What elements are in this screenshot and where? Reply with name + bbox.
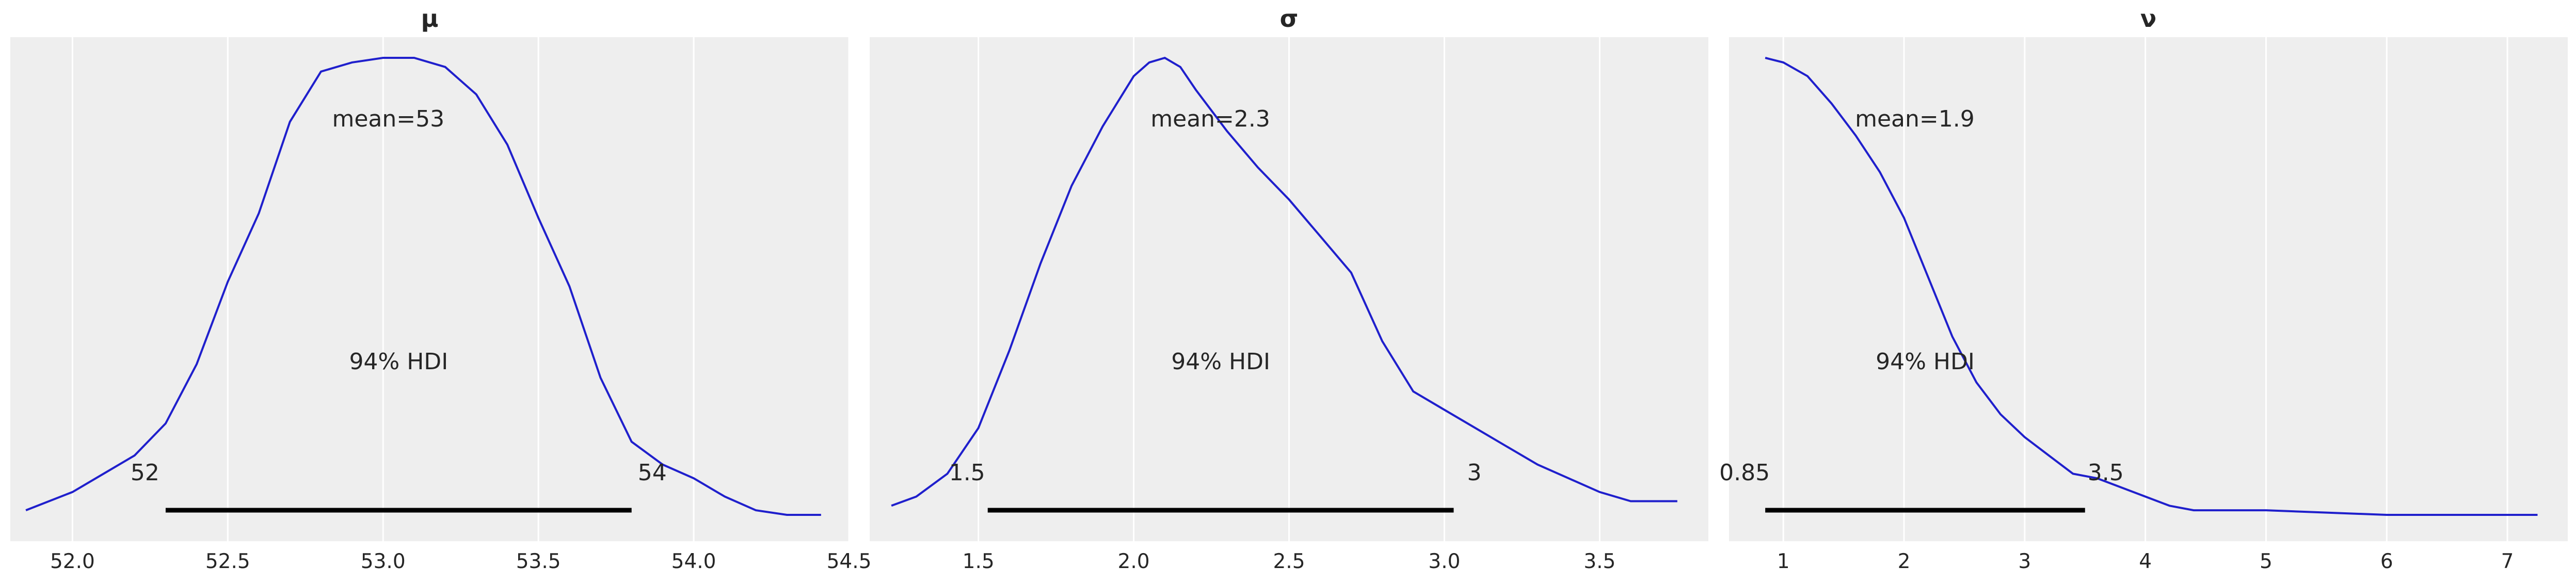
density-curve <box>1765 57 2538 516</box>
plot-background <box>10 37 849 541</box>
x-tick-label: 53.0 <box>361 550 406 573</box>
x-tick-label: 2 <box>1898 550 1911 573</box>
plot-background <box>1729 37 2568 541</box>
density-curve <box>891 56 1677 507</box>
x-tick-label: 3 <box>2018 550 2031 573</box>
x-tick-label: 54.0 <box>671 550 716 573</box>
hdi-low-label: 52 <box>131 460 159 486</box>
hdi-high-label: 3.5 <box>2088 460 2124 486</box>
x-tick-label: 2.5 <box>1273 550 1305 573</box>
hdi-label: 94% HDI <box>1171 349 1270 375</box>
hdi-label: 94% HDI <box>1876 349 1975 375</box>
x-tick-label: 1.5 <box>963 550 995 573</box>
x-tick-label: 3.5 <box>1583 550 1615 573</box>
panel-3: 1 2 3 4 5 6 7 ν mean=1.9 94% HDI 0.85 3.5 <box>1719 5 2568 573</box>
mean-annotation: mean=1.9 <box>1855 106 1975 132</box>
x-tick-label: 52.5 <box>205 550 250 573</box>
mean-annotation: mean=53 <box>332 106 444 132</box>
hdi-low-label: 1.5 <box>949 460 985 486</box>
chart-title: σ <box>1280 5 1299 33</box>
x-tick-label: 6 <box>2380 550 2393 573</box>
hdi-label: 94% HDI <box>349 349 448 375</box>
x-tick-label: 7 <box>2501 550 2514 573</box>
hdi-low-label: 0.85 <box>1719 460 1770 486</box>
x-tick-label: 54.5 <box>827 550 872 573</box>
panel-2: 1.5 2.0 2.5 3.0 3.5 σ mean=2.3 94% HDI 1.5 3 <box>870 5 1708 573</box>
x-tick-label: 3.0 <box>1428 550 1460 573</box>
x-tick-label: 4 <box>2139 550 2152 573</box>
hdi-high-label: 54 <box>638 460 667 486</box>
chart-title: ν <box>2140 5 2156 33</box>
x-tick-label: 1 <box>1777 550 1790 573</box>
x-tick-label: 52.0 <box>50 550 95 573</box>
x-tick-label: 5 <box>2260 550 2273 573</box>
panel-1: 52.0 52.5 53.0 53.5 54.0 54.5 μ mean=53 94% HDI 5… <box>10 5 871 573</box>
hdi-high-label: 3 <box>1467 460 1481 486</box>
density-curve <box>25 57 821 516</box>
x-tick-label: 2.0 <box>1118 550 1150 573</box>
x-tick-label: 53.5 <box>516 550 561 573</box>
mean-annotation: mean=2.3 <box>1150 106 1270 132</box>
chart-title: μ <box>421 5 439 33</box>
